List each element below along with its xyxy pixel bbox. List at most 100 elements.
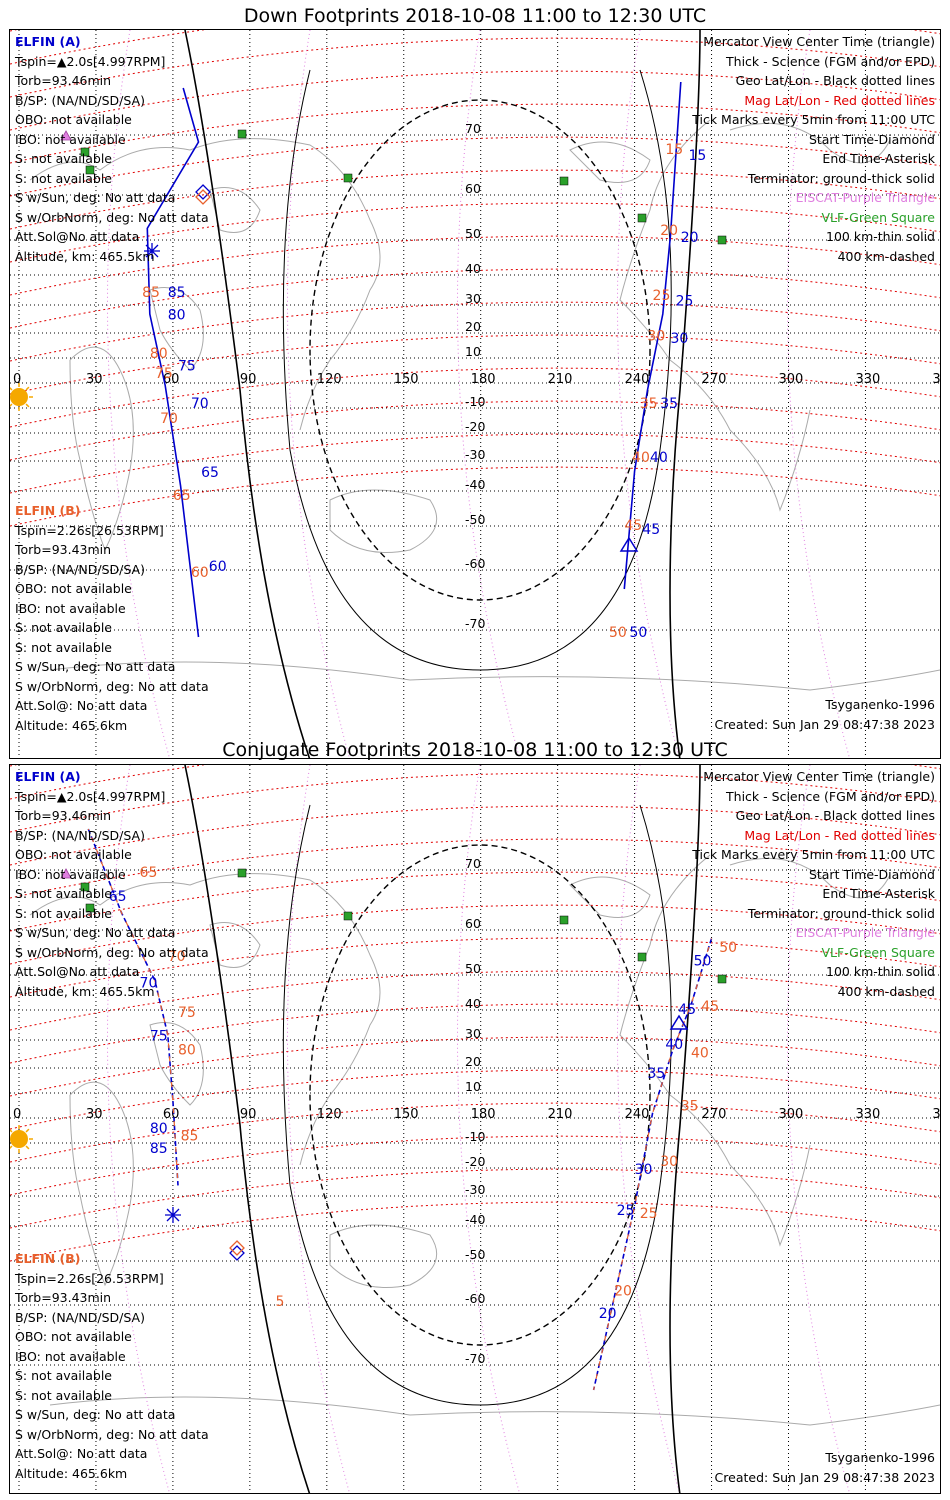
vlf-station-icon xyxy=(717,974,727,984)
info_a-line: Tspin=▲2.0s[4.997RPM] xyxy=(15,53,166,69)
mag-parallel xyxy=(10,805,940,866)
tick-time-label: 25 xyxy=(640,1206,658,1222)
mag-parallel xyxy=(10,937,940,998)
mag-parallel xyxy=(10,334,940,395)
tick-time-label: 30 xyxy=(671,331,689,347)
legend-line: End Time-Asterisk xyxy=(822,151,935,166)
terminator-left xyxy=(184,765,311,1493)
legend-line: EISCAT-Purple Triangle xyxy=(795,190,935,205)
elfin-b-info: ELFIN (B) Tspin=2.26s[26.53RPM] Torb=93.43… xyxy=(15,1249,209,1483)
x-tick-label: 30 xyxy=(86,1107,103,1122)
info_a-line: S: not available xyxy=(15,170,112,186)
range-100km xyxy=(282,804,672,1406)
y-tick-label: -10 xyxy=(465,1129,485,1144)
mag-parallel xyxy=(10,970,940,1031)
legend-line: Tick Marks every 5min from 11:00 UTC xyxy=(692,847,935,862)
y-tick-label: 20 xyxy=(465,1054,481,1069)
tick-time-label: 20 xyxy=(599,1306,617,1322)
y-tick-label: -40 xyxy=(465,1212,485,1227)
info_b-line: IBO: not available xyxy=(15,1348,126,1364)
ground-track-b xyxy=(87,828,179,1186)
info_a-line: S: not available xyxy=(15,151,112,166)
legend: Mercator View Center Time (triangle) Thic… xyxy=(692,767,935,1001)
elfin-a-info: ELFIN (A) Tspin=▲2.0s[4.997RPM] Torb=93.46… xyxy=(15,32,209,266)
legend: Mercator View Center Time (triangle) Thic… xyxy=(692,32,935,266)
start-diamond-icon xyxy=(195,189,211,205)
x-tick-label: 0 xyxy=(13,372,21,387)
legend-line: Thick - Science (FGM and/or EPD) xyxy=(726,53,935,69)
coastline xyxy=(329,1224,438,1288)
mag-parallel xyxy=(10,1168,940,1229)
vlf-station-icon xyxy=(237,868,247,878)
info_a-line: Altitude, km: 465.5km xyxy=(15,248,155,264)
eiscat-icon xyxy=(60,868,72,879)
info_a-line: B/SP: (NA/ND/SD/SA) xyxy=(15,92,145,108)
legend-line: Geo Lat/Lon - Black dotted lines xyxy=(735,808,935,823)
x-tick-label: 60 xyxy=(163,1107,180,1122)
vlf-station-icon xyxy=(85,165,95,175)
legend-line: Start Time-Diamond xyxy=(808,866,935,882)
tick-time-label: 70 xyxy=(191,396,209,412)
tick-time-label: 15 xyxy=(665,142,683,158)
mag-parallel xyxy=(10,268,940,329)
mag-parallel xyxy=(10,301,940,362)
ground-track xyxy=(146,87,200,638)
info_b-line: Att.Sol@: No att data xyxy=(15,698,148,713)
info_b-line: Torb=93.43min xyxy=(15,542,112,557)
tick-time-label: 20 xyxy=(660,223,678,239)
y-tick-label: -70 xyxy=(465,616,485,631)
x-tick-label: 120 xyxy=(317,372,342,387)
y-tick-label: 70 xyxy=(465,121,481,136)
y-tick-label: 20 xyxy=(465,319,481,334)
y-tick-label: -30 xyxy=(465,1182,485,1197)
tick-time-label: 80 xyxy=(150,1121,168,1137)
tick-time-label: 45 xyxy=(642,522,660,538)
range-400km xyxy=(309,99,651,601)
elfin-a-info: ELFIN (A) Tspin=▲2.0s[4.997RPM] Torb=93.46… xyxy=(15,767,209,1001)
tick-time-label: 40 xyxy=(691,1045,709,1061)
legend-line: Start Time-Diamond xyxy=(808,131,935,147)
coastline xyxy=(729,122,891,164)
tick-time-label: 40 xyxy=(650,450,668,466)
tick-time-label: 35 xyxy=(647,1066,665,1082)
info_b-line: Att.Sol@: No att data xyxy=(15,1446,148,1461)
coastline xyxy=(569,876,651,918)
tick-time-label: 75 xyxy=(178,1005,196,1021)
legend-line: 400 km-dashed xyxy=(837,248,935,264)
terminator-right xyxy=(669,30,701,758)
tick-time-label: 85 xyxy=(142,285,160,301)
info_b-line: IBO: not available xyxy=(15,600,126,616)
info_a-line: Att.Sol@No att data xyxy=(15,229,140,244)
info_a-line: ELFIN (A) xyxy=(15,769,81,784)
coastline xyxy=(729,857,891,899)
info_b-line: S w/Sun, deg: No att data xyxy=(15,659,176,674)
mag-parallel xyxy=(10,169,940,230)
legend-line: Terminator: ground-thick solid xyxy=(747,170,935,186)
terminator-right xyxy=(669,765,701,1493)
info_a-line: S w/Sun, deg: No att data xyxy=(15,190,176,205)
coastline xyxy=(209,187,261,233)
tick-time-label: 65 xyxy=(201,465,219,481)
tick-time-label: 40 xyxy=(665,1037,683,1053)
tick-time-label: 15 xyxy=(688,148,706,164)
y-tick-label: 10 xyxy=(465,344,481,359)
mag-parallel xyxy=(10,1102,940,1163)
tick-time-label: 45 xyxy=(701,999,719,1015)
y-tick-label: -10 xyxy=(465,394,485,409)
x-tick-label: 90 xyxy=(240,372,257,387)
x-tick-label: 180 xyxy=(471,372,496,387)
start-diamond-icon xyxy=(195,184,211,200)
x-tick-label: 210 xyxy=(548,372,573,387)
vlf-station-icon xyxy=(717,235,727,245)
info_a-line: S w/OrbNorm, deg: No att data xyxy=(15,209,209,225)
y-tick-label: -60 xyxy=(465,1291,485,1306)
info_b-line: S: not available xyxy=(15,1387,112,1403)
legend-line: 100 km-thin solid xyxy=(826,964,935,979)
mag-parallel xyxy=(10,70,940,131)
info_a-line: IBO: not available xyxy=(15,131,126,147)
mag-parallel xyxy=(10,367,940,428)
x-tick-label: 240 xyxy=(625,372,650,387)
mag-parallel xyxy=(10,202,940,263)
info_b-line: S w/OrbNorm, deg: No att data xyxy=(15,678,209,694)
legend-line: 100 km-thin solid xyxy=(826,229,935,244)
